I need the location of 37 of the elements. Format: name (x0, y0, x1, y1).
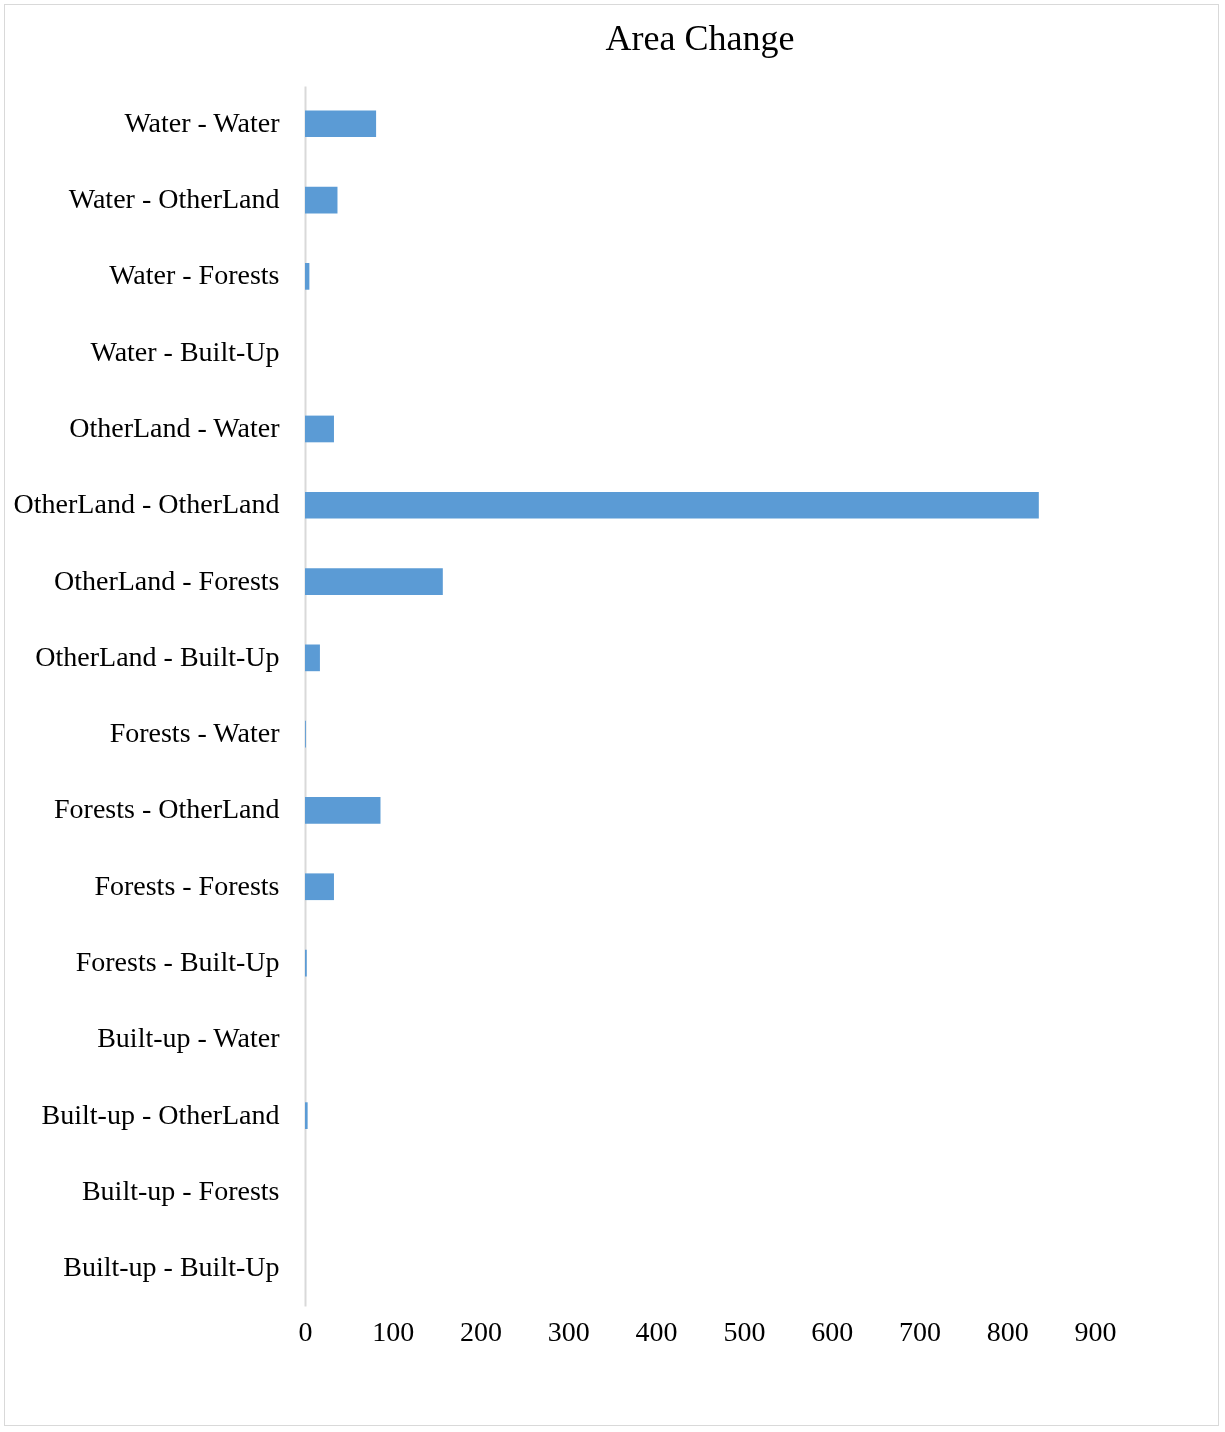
bar (305, 797, 381, 824)
bar (305, 568, 443, 595)
chart-title: Area Change (605, 18, 795, 58)
bar (305, 263, 310, 290)
y-tick-label: Built-up - Water (97, 1022, 281, 1054)
y-tick-label: Forests - Built-Up (75, 946, 280, 978)
x-tick-label: 900 (1074, 1315, 1117, 1347)
x-tick-label: 100 (372, 1315, 415, 1347)
y-tick-label: Built-up - Forests (81, 1174, 280, 1206)
bar (305, 1102, 308, 1129)
x-tick-label: 700 (898, 1315, 941, 1347)
bar (305, 415, 334, 443)
y-tick-label: Built-up - Built-Up (63, 1251, 280, 1283)
y-tick-label: OtherLand - Water (69, 411, 281, 443)
y-tick-label: Water - Water (124, 106, 281, 138)
y-tick-label: Built-up - OtherLand (41, 1098, 280, 1130)
y-tick-label: Water - OtherLand (68, 183, 280, 215)
y-tick-label: OtherLand - Forests (53, 564, 280, 596)
x-tick-label: 800 (986, 1315, 1029, 1347)
y-tick-label: Water - Built-Up (90, 335, 280, 367)
bar (305, 110, 377, 138)
y-tick-label: Forests - Water (109, 717, 281, 749)
x-tick-label: 0 (298, 1315, 313, 1347)
x-tick-label: 500 (723, 1315, 766, 1347)
y-tick-label: Forests - OtherLand (53, 793, 280, 825)
x-tick-label: 200 (460, 1315, 503, 1347)
x-tick-label: 400 (635, 1315, 678, 1347)
x-tick-label: 600 (811, 1315, 854, 1347)
bar (305, 644, 320, 672)
y-tick-label: OtherLand - Built-Up (35, 640, 280, 672)
x-tick-label: 300 (547, 1315, 590, 1347)
y-tick-label: Forests - Forests (94, 869, 280, 901)
bar (305, 186, 338, 214)
bar (305, 873, 334, 901)
y-tick-label: Water - Forests (109, 259, 280, 291)
bar (305, 491, 1039, 519)
y-tick-label: OtherLand - OtherLand (13, 488, 280, 520)
